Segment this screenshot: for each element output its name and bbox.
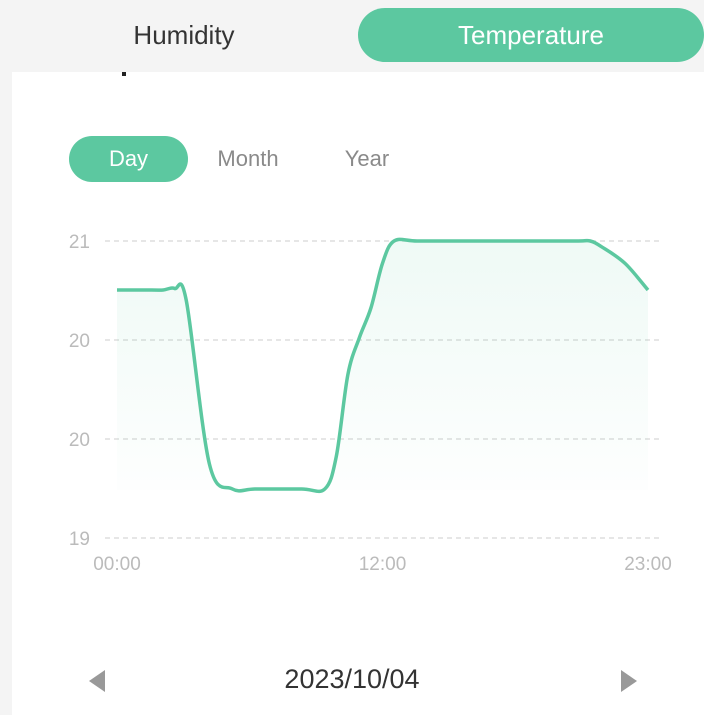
range-tabs: Day Month Year xyxy=(0,136,704,182)
temperature-line xyxy=(117,237,650,494)
y-tick-label: 21 xyxy=(69,232,90,253)
y-tick-label: 20 xyxy=(69,430,90,451)
range-tab-year[interactable]: Year xyxy=(344,146,390,171)
tab-humidity[interactable]: Humidity xyxy=(133,19,235,50)
temperature-chart: 19 20 20 21 00:00 12:00 23:00 xyxy=(69,232,672,575)
truncated-title-glyph xyxy=(122,72,126,76)
y-tick-label: 20 xyxy=(69,331,90,352)
metric-tabs: Humidity Temperature xyxy=(0,0,704,72)
x-tick-label: 23:00 xyxy=(624,554,672,575)
current-date: 2023/10/04 xyxy=(284,664,420,694)
x-tick-label: 12:00 xyxy=(359,554,407,575)
range-tab-month[interactable]: Month xyxy=(217,146,279,171)
prev-day-button[interactable] xyxy=(82,666,112,696)
triangle-left-icon xyxy=(89,670,105,692)
area-fill xyxy=(117,239,648,492)
triangle-right-icon xyxy=(621,670,637,692)
next-day-button[interactable] xyxy=(614,666,644,696)
tab-temperature[interactable]: Temperature xyxy=(358,8,704,62)
range-tab-day[interactable]: Day xyxy=(69,136,188,182)
y-tick-label: 19 xyxy=(69,529,90,550)
x-tick-label: 00:00 xyxy=(93,554,141,575)
date-navigator: 2023/10/04 xyxy=(0,656,704,704)
